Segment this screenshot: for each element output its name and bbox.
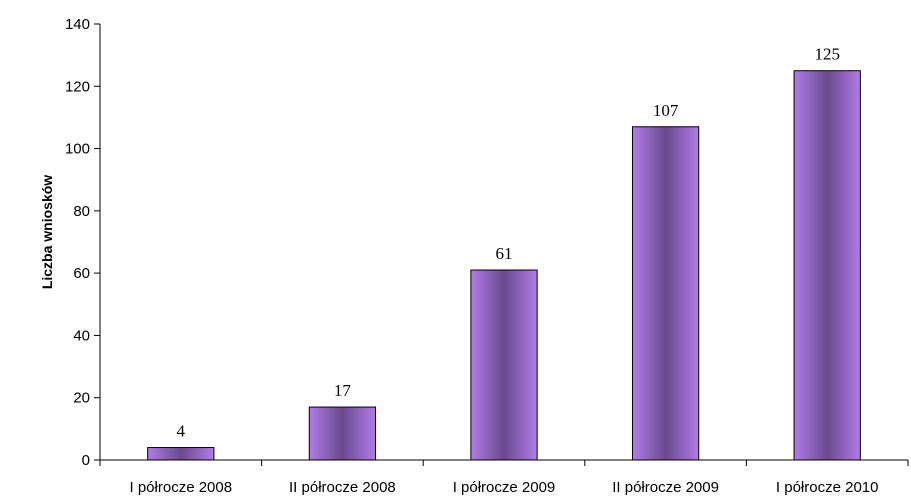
bar-value-label: 61 xyxy=(496,244,513,263)
bar xyxy=(470,269,538,461)
bars xyxy=(147,70,861,461)
y-tick-label: 20 xyxy=(73,390,90,407)
y-tick-label: 120 xyxy=(65,78,90,95)
y-tick-label: 60 xyxy=(73,265,90,282)
y-axis: 0 20 40 60 80 100 120 140 xyxy=(65,16,101,469)
x-axis: I półrocze 2008 II półrocze 2008 I półrocz… xyxy=(99,459,909,496)
x-category-label: II półrocze 2008 xyxy=(289,479,396,496)
bar-value-label: 125 xyxy=(814,45,840,64)
x-category-label: I półrocze 2008 xyxy=(130,479,233,496)
data-labels: 4 17 61 107 125 xyxy=(177,45,840,441)
y-tick-label: 140 xyxy=(65,16,90,33)
bar xyxy=(631,126,700,461)
bar-value-label: 17 xyxy=(334,381,352,400)
x-category-label: I półrocze 2009 xyxy=(453,479,556,496)
x-category-label: II półrocze 2009 xyxy=(612,479,719,496)
bar-value-label: 107 xyxy=(653,101,679,120)
bar xyxy=(793,70,861,461)
y-tick-label: 40 xyxy=(73,327,90,344)
bar xyxy=(308,406,377,461)
x-category-label: I półrocze 2010 xyxy=(776,479,879,496)
y-tick-label: 0 xyxy=(82,452,90,469)
bar-value-label: 4 xyxy=(177,422,186,441)
y-tick-label: 100 xyxy=(65,141,90,158)
y-tick-label: 80 xyxy=(73,203,90,220)
y-axis-title: Liczba wniosków xyxy=(39,175,55,289)
bar xyxy=(147,447,215,461)
